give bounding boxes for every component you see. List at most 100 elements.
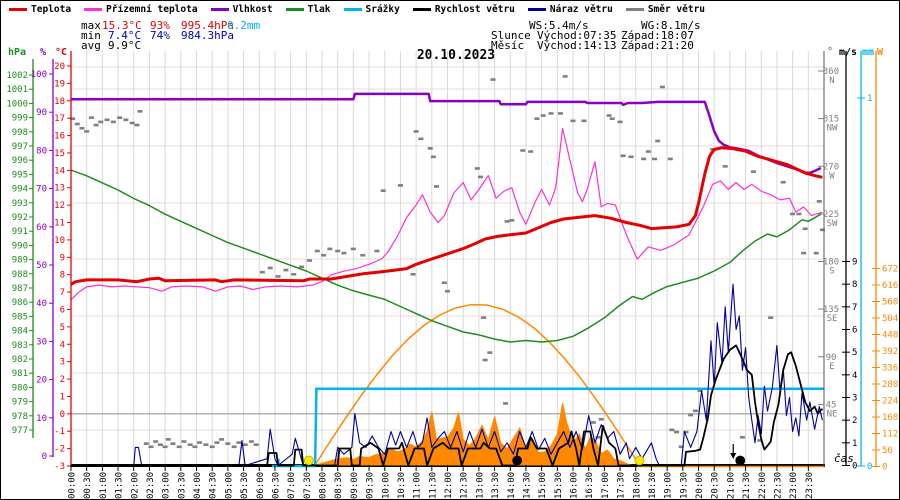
series-wind-direction-dash <box>557 112 563 115</box>
series-wind-direction-dash <box>350 247 356 251</box>
axis-tick-label-degc: 11 <box>54 219 65 229</box>
series-wind-direction-dash <box>477 175 483 179</box>
series-wind-direction-dash <box>157 443 163 446</box>
series-wind-direction-dash <box>162 445 168 449</box>
axis-tick-label-degc: -1 <box>54 427 65 437</box>
time-axis-label: 16:30 <box>585 472 595 499</box>
axis-tick-label-degc: 6 <box>60 305 65 315</box>
x-axis-label: čas <box>834 452 854 465</box>
axis-tick-label-mm: 1 <box>867 94 872 104</box>
series-wind-direction-dash <box>209 445 215 449</box>
axis-tick-label-degc: 12 <box>54 201 65 211</box>
axis-tick-label-dir: 90 <box>826 353 837 363</box>
axis-tick-label-pct: 90 <box>36 108 47 118</box>
series-wind-direction-dash <box>652 157 658 161</box>
legend-dash-icon <box>285 8 304 11</box>
time-axis-label: 06:00 <box>256 472 266 499</box>
series-wind-direction-dash <box>445 289 450 293</box>
axis-tick-label-w: 672 <box>882 265 898 275</box>
series-wind-direction-dash <box>267 266 273 270</box>
series-wind-direction-dash <box>98 120 104 124</box>
stat-min-pressure: 984.3hPa <box>181 29 234 42</box>
legend-label: Srážky <box>365 4 400 15</box>
series-wind-direction-dash <box>609 117 615 121</box>
axis-tick-label-degc: 14 <box>54 166 65 176</box>
time-axis-label: 08:00 <box>319 472 329 499</box>
series-wind-direction-dash <box>697 389 703 393</box>
series-wind-direction-dash <box>441 281 447 285</box>
series-wind-speed <box>71 344 824 467</box>
axis-tick-label-hpa: 984 <box>12 327 28 337</box>
series-wind-direction-dash <box>192 445 198 449</box>
axis-tick-label-degc: 8 <box>60 271 65 281</box>
axis-tick-label-dir: 180 <box>823 258 839 268</box>
series-wind-direction-dash <box>219 438 225 441</box>
time-axis-label: 20:00 <box>695 472 705 499</box>
axis-tick-label-hpa: 979 <box>12 398 28 408</box>
stat-sunset: Západ:18:07 <box>621 29 694 42</box>
series-wind-direction-dash <box>722 165 728 168</box>
time-axis-label: 09:30 <box>366 472 376 499</box>
time-axis-label: 18:30 <box>648 472 658 499</box>
time-axis-label: 09:00 <box>350 472 360 499</box>
time-axis-label: 05:30 <box>240 472 250 499</box>
legend-label: Vlhkost <box>232 4 273 15</box>
axis-tick-label-pct: 50 <box>36 261 47 271</box>
legend-dash-icon <box>412 8 431 11</box>
axis-tick-label-hpa: 980 <box>12 383 28 393</box>
moonset-marker-icon <box>735 455 746 466</box>
series-wind-direction-dash <box>540 114 546 117</box>
series-wind-direction-dash <box>321 253 327 257</box>
legend-item-6: Rychlost větru <box>412 4 515 15</box>
series-wind-direction-dash <box>129 121 135 125</box>
series-wind-direction-dash <box>314 249 320 253</box>
axis-tick-label-degc: 17 <box>54 114 65 124</box>
time-axis-label: 11:00 <box>413 472 423 499</box>
series-wind-direction-dash <box>739 435 745 439</box>
time-axis-label: 23:00 <box>789 472 799 499</box>
series-wind-direction-dash <box>628 155 634 159</box>
time-axis-label: 10:30 <box>397 472 407 499</box>
stat-moonrise: Východ:14:13 <box>537 39 617 52</box>
time-axis-label: 00:00 <box>68 472 78 499</box>
axis-tick-label-w: 336 <box>882 364 898 374</box>
time-axis-label: 06:30 <box>271 472 281 499</box>
series-wind-direction-dash <box>242 443 248 446</box>
axis-tick-label-hpa: 1000 <box>6 99 28 109</box>
series-wind-direction-dash <box>197 441 203 444</box>
series-wind-direction-dash <box>104 118 110 122</box>
axis-tick-label-ms: 5 <box>852 348 857 358</box>
series-wind-direction-dash <box>667 157 673 161</box>
time-axis-label: 17:30 <box>617 472 627 499</box>
axis-tick-label-hpa: 991 <box>12 227 28 237</box>
series-humidity <box>71 92 822 175</box>
series-wind-direction-dash <box>335 249 341 253</box>
axis-tick-label-pct: 20 <box>36 376 47 386</box>
series-wind-direction-dash <box>504 220 510 223</box>
series-wind-direction-dash <box>482 358 488 362</box>
axis-tick-label-hpa: 996 <box>12 156 28 166</box>
series-wind-direction-dash <box>548 112 554 115</box>
series-wind-direction-dash <box>674 430 680 434</box>
series-wind-direction-dash <box>397 184 403 187</box>
axis-tick-label-degc: 5 <box>60 323 65 333</box>
axis-tick-label-dir: 315 <box>823 115 839 125</box>
axis-tick-label-ms: 8 <box>852 280 857 290</box>
axis-tick-label-hpa: 990 <box>12 241 28 251</box>
axis-tick-label-hpa: 982 <box>12 355 28 365</box>
legend-label: Náraz větru <box>549 4 613 15</box>
series-wind-direction-dash <box>692 409 698 413</box>
series-wind-direction-dash <box>84 130 90 133</box>
time-axis-label: 15:00 <box>538 472 548 499</box>
axis-tick-label-hpa: 993 <box>12 199 28 209</box>
series-wind-direction-dash <box>143 442 149 445</box>
series-wind-direction-dash <box>410 273 416 276</box>
time-axis-label: 02:30 <box>146 472 156 499</box>
time-axis-label: 07:30 <box>303 472 313 499</box>
time-axis-label: 21:30 <box>742 472 752 499</box>
sunset-marker-icon <box>634 455 645 466</box>
series-wind-direction-dash <box>509 219 515 222</box>
axis-unit-dir: ° <box>827 46 834 57</box>
series-wind-direction-dash <box>780 180 786 184</box>
